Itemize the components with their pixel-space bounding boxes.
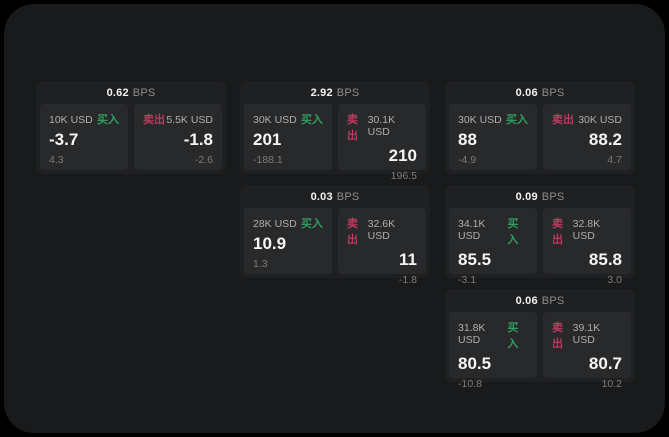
card-header: 0.03 BPS	[244, 185, 426, 208]
sell-cell[interactable]: 卖出 39.1K USD 80.7 10.2	[543, 312, 631, 390]
bps-value: 2.92	[310, 86, 333, 99]
buy-delta: 1.3	[253, 258, 268, 271]
buy-delta: 4.3	[49, 154, 64, 167]
sell-label: 卖出	[552, 322, 563, 350]
sell-price: 88.2	[588, 130, 622, 149]
sell-cell[interactable]: 卖出 30K USD 88.2 4.7	[543, 104, 631, 170]
quote-card: 0.06 BPS 30K USD 买入 88 -4.9 卖出 30K USD 8…	[445, 81, 635, 174]
sell-label: 卖出	[143, 114, 165, 126]
bps-value: 0.06	[515, 294, 538, 307]
sell-price: -1.8	[183, 130, 213, 149]
buy-cell[interactable]: 31.8K USD 买入 80.5 -10.8	[449, 312, 537, 390]
sell-amount: 30K USD	[578, 114, 622, 126]
sell-label: 卖出	[552, 114, 574, 126]
buy-label: 买入	[301, 114, 323, 126]
quote-card: 2.92 BPS 30K USD 买入 201 -188.1 卖出 30.1K …	[240, 81, 430, 182]
buy-price: 88	[458, 130, 477, 149]
card-header: 0.06 BPS	[449, 81, 631, 104]
sell-delta: 10.2	[601, 378, 622, 391]
buy-cell[interactable]: 30K USD 买入 201 -188.1	[244, 104, 332, 170]
sell-price: 210	[388, 146, 417, 165]
sell-cell[interactable]: 卖出 5.5K USD -1.8 -2.6	[134, 104, 222, 170]
bps-value: 0.06	[515, 86, 538, 99]
sell-label: 卖出	[347, 218, 358, 246]
sell-cell[interactable]: 卖出 32.6K USD 11 -1.8	[338, 208, 426, 286]
buy-delta: -3.1	[458, 274, 477, 287]
buy-label: 买入	[507, 322, 519, 350]
card-header: 0.09 BPS	[449, 185, 631, 208]
card-header: 2.92 BPS	[244, 81, 426, 104]
sell-label: 卖出	[347, 114, 358, 142]
buy-label: 买入	[507, 218, 519, 246]
sell-delta: 4.7	[607, 154, 622, 167]
bps-unit-label: BPS	[541, 190, 565, 203]
bps-unit-label: BPS	[541, 294, 565, 307]
buy-amount: 34.1K USD	[458, 218, 486, 242]
card-header: 0.62 BPS	[40, 81, 222, 104]
buy-label: 买入	[301, 218, 323, 230]
sell-amount: 5.5K USD	[166, 114, 213, 126]
buy-cell[interactable]: 28K USD 买入 10.9 1.3	[244, 208, 332, 274]
bps-value: 0.09	[515, 190, 538, 203]
buy-price: 85.5	[458, 250, 492, 269]
sell-delta: -2.6	[194, 154, 213, 167]
sell-price: 80.7	[588, 354, 622, 373]
buy-price: 201	[253, 130, 282, 149]
sell-amount: 32.8K USD	[572, 218, 601, 242]
quote-card: 0.06 BPS 31.8K USD 买入 80.5 -10.8 卖出 39.1…	[445, 289, 635, 390]
buy-label: 买入	[97, 114, 119, 126]
bps-unit-label: BPS	[336, 190, 360, 203]
quote-card: 0.09 BPS 34.1K USD 买入 85.5 -3.1 卖出 32.8K…	[445, 185, 635, 286]
buy-price: 80.5	[458, 354, 492, 373]
buy-price: -3.7	[49, 130, 79, 149]
sell-cell[interactable]: 卖出 32.8K USD 85.8 3.0	[543, 208, 631, 286]
quote-card: 0.03 BPS 28K USD 买入 10.9 1.3 卖出 32.6K US…	[240, 185, 430, 286]
buy-delta: -4.9	[458, 154, 477, 167]
sell-cell[interactable]: 卖出 30.1K USD 210 196.5	[338, 104, 426, 182]
buy-amount: 31.8K USD	[458, 322, 486, 346]
buy-price: 10.9	[253, 234, 287, 253]
buy-amount: 30K USD	[458, 114, 502, 126]
app-panel: 0.62 BPS 10K USD 买入 -3.7 4.3 卖出 5.5K USD…	[4, 4, 665, 433]
bps-value: 0.62	[106, 86, 129, 99]
sell-delta: 3.0	[607, 274, 622, 287]
bps-unit-label: BPS	[541, 86, 565, 99]
card-header: 0.06 BPS	[449, 289, 631, 312]
buy-amount: 10K USD	[49, 114, 93, 126]
sell-price: 11	[399, 250, 417, 269]
sell-label: 卖出	[552, 218, 563, 246]
buy-amount: 30K USD	[253, 114, 297, 126]
bps-unit-label: BPS	[132, 86, 156, 99]
buy-cell[interactable]: 10K USD 买入 -3.7 4.3	[40, 104, 128, 170]
sell-amount: 39.1K USD	[572, 322, 601, 346]
bps-value: 0.03	[310, 190, 333, 203]
sell-amount: 32.6K USD	[367, 218, 396, 242]
buy-delta: -10.8	[458, 378, 482, 391]
sell-price: 85.8	[588, 250, 622, 269]
sell-amount: 30.1K USD	[367, 114, 396, 138]
bps-unit-label: BPS	[336, 86, 360, 99]
buy-delta: -188.1	[253, 154, 283, 167]
buy-cell[interactable]: 34.1K USD 买入 85.5 -3.1	[449, 208, 537, 286]
quote-card: 0.62 BPS 10K USD 买入 -3.7 4.3 卖出 5.5K USD…	[36, 81, 226, 174]
buy-label: 买入	[506, 114, 528, 126]
sell-delta: -1.8	[398, 274, 417, 287]
sell-delta: 196.5	[390, 170, 417, 183]
buy-amount: 28K USD	[253, 218, 297, 230]
buy-cell[interactable]: 30K USD 买入 88 -4.9	[449, 104, 537, 170]
